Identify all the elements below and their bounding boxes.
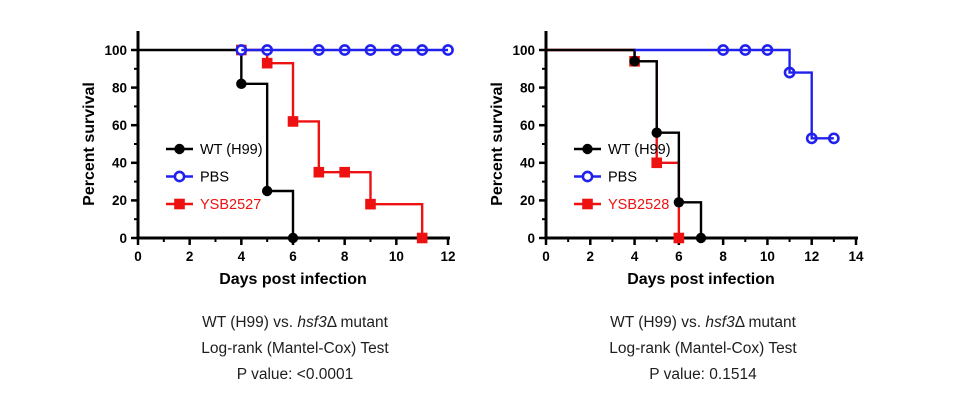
caption-ysb2528: WT (H99) vs. hsf3Δ mutant Log-rank (Mant… — [502, 310, 904, 388]
legend-item: YSB2528 — [574, 197, 669, 213]
y-tick-label: 60 — [112, 118, 127, 133]
axes: 0 20 40 60 80 100 0 2 4 6 8 10 12 — [104, 31, 456, 264]
x-tick-label: 2 — [587, 249, 595, 264]
gene-name-italic: hsf3 — [705, 314, 735, 331]
y-tick-label: 40 — [520, 156, 535, 171]
chart-block-ysb2528: 0 20 40 60 80 100 0 2 4 6 8 10 12 14 Days post infecti… — [488, 12, 890, 388]
y-tick-label: 20 — [520, 193, 535, 208]
x-tick-label: 4 — [631, 249, 639, 264]
y-tick-label: 100 — [512, 43, 535, 58]
legend-label: PBS — [200, 170, 229, 186]
x-axis-title: Days post infection — [219, 271, 367, 288]
caption-text: Δ mutant — [326, 314, 388, 331]
y-axis-title: Percent survival — [81, 82, 98, 206]
y-axis-title: Percent survival — [489, 82, 506, 206]
caption-comparison-line: WT (H99) vs. hsf3Δ mutant — [502, 310, 904, 336]
legend-label: YSB2527 — [200, 197, 261, 213]
caption-pvalue-line: P value: <0.0001 — [236, 366, 354, 383]
caption-test-line: Log-rank (Mantel-Cox) Test — [609, 340, 797, 357]
caption-comparison-line: WT (H99) vs. hsf3Δ mutant — [94, 310, 496, 336]
x-tick-label: 14 — [848, 249, 864, 264]
legend-item: YSB2527 — [166, 197, 261, 213]
legend-label: WT (H99) — [200, 142, 263, 158]
x-tick-label: 6 — [675, 249, 683, 264]
x-tick-label: 0 — [542, 249, 550, 264]
legend-label: WT (H99) — [608, 142, 671, 158]
legend-label: YSB2528 — [608, 197, 669, 213]
series-line — [634, 48, 834, 140]
y-tick-label: 0 — [527, 231, 535, 246]
caption-test-line: Log-rank (Mantel-Cox) Test — [201, 340, 389, 357]
gene-name-italic: hsf3 — [297, 314, 327, 331]
series-ysb2527 — [236, 44, 428, 244]
series-pbs — [634, 44, 840, 145]
survival-figure: 0 20 40 60 80 100 0 2 4 6 8 10 12 Days post infection… — [80, 12, 890, 388]
chart-block-ysb2527: 0 20 40 60 80 100 0 2 4 6 8 10 12 Days post infection… — [80, 12, 482, 388]
y-tick-label: 40 — [112, 156, 127, 171]
x-tick-label: 2 — [186, 249, 194, 264]
y-tick-label: 20 — [112, 193, 127, 208]
legend: WT (H99) PBS YSB2528 — [574, 142, 671, 213]
legend-marker — [582, 143, 593, 155]
x-tick-label: 8 — [719, 249, 727, 264]
legend-marker — [582, 198, 593, 210]
caption-text: WT (H99) vs. — [610, 314, 706, 331]
legend-marker — [174, 198, 185, 210]
legend-item: PBS — [574, 170, 637, 186]
survival-plot-ysb2527: 0 20 40 60 80 100 0 2 4 6 8 10 12 Days post infection… — [81, 31, 456, 288]
series-line — [241, 48, 424, 238]
legend-item: WT (H99) — [166, 142, 263, 158]
legend-marker — [174, 143, 185, 155]
x-tick-label: 12 — [440, 249, 455, 264]
y-tick-label: 60 — [520, 118, 535, 133]
legend-item: PBS — [166, 170, 229, 186]
series-pbs — [235, 44, 454, 56]
x-tick-label: 10 — [389, 249, 404, 264]
x-tick-label: 8 — [341, 249, 349, 264]
caption-text: WT (H99) vs. — [202, 314, 298, 331]
legend-item: WT (H99) — [574, 142, 671, 158]
x-tick-label: 6 — [289, 249, 297, 264]
x-tick-label: 12 — [804, 249, 819, 264]
x-tick-label: 0 — [134, 249, 142, 264]
caption-ysb2527: WT (H99) vs. hsf3Δ mutant Log-rank (Mant… — [94, 310, 496, 388]
legend-label: PBS — [608, 170, 637, 186]
legend-marker — [581, 170, 594, 183]
caption-text: Δ mutant — [734, 314, 796, 331]
axes: 0 20 40 60 80 100 0 2 4 6 8 10 12 14 — [512, 31, 864, 264]
series-wt-h99- — [546, 48, 707, 244]
x-axis-title: Days post infection — [627, 271, 775, 288]
y-tick-label: 80 — [112, 80, 127, 95]
y-tick-label: 100 — [104, 43, 127, 58]
legend: WT (H99) PBS YSB2527 — [166, 142, 263, 213]
series-line — [546, 48, 703, 238]
y-tick-label: 0 — [119, 231, 127, 246]
caption-pvalue-line: P value: 0.1514 — [649, 366, 757, 383]
survival-plot-ysb2528: 0 20 40 60 80 100 0 2 4 6 8 10 12 14 Days post infecti… — [489, 31, 864, 288]
x-tick-label: 4 — [238, 249, 246, 264]
y-tick-label: 80 — [520, 80, 535, 95]
legend-marker — [173, 170, 186, 183]
x-tick-label: 10 — [760, 249, 775, 264]
